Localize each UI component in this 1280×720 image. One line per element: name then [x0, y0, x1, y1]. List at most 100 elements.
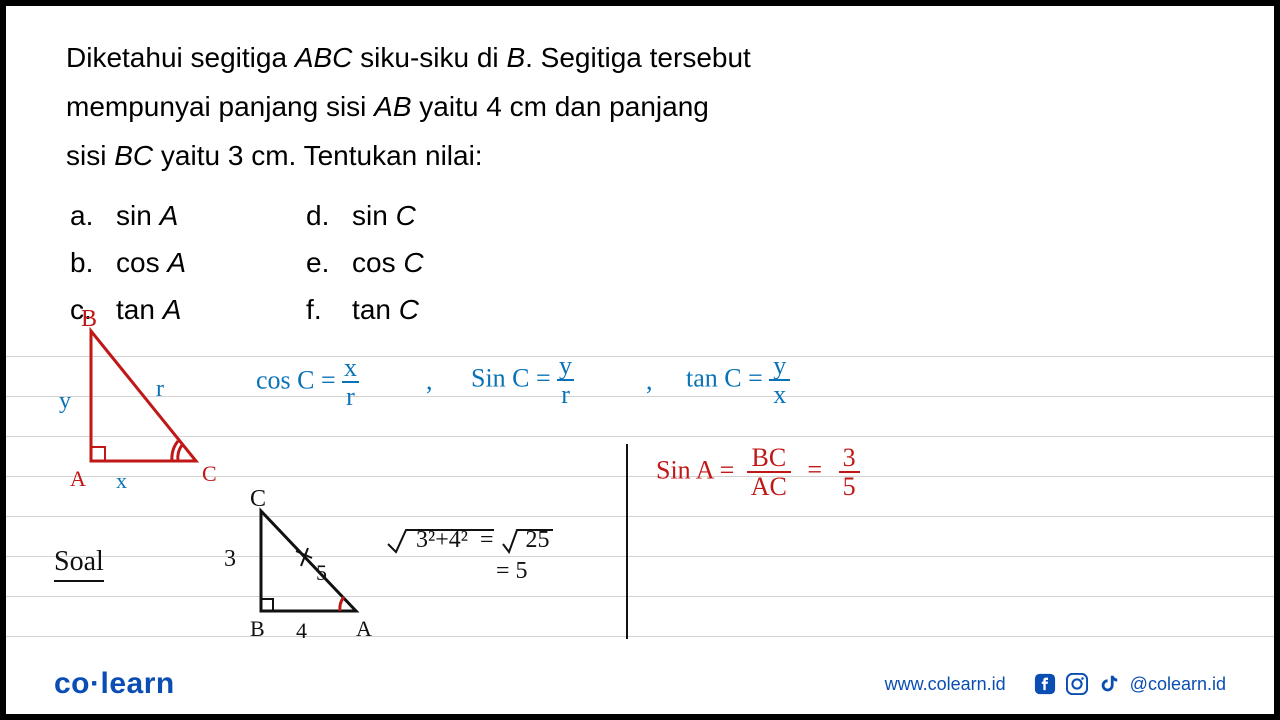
- text: sisi: [66, 140, 114, 171]
- text-italic: C: [396, 200, 416, 231]
- footer-bar: co·learn www.colearn.id @colearn.id: [6, 654, 1274, 714]
- question-line-3: sisi BC yaitu 3 cm. Tentukan nilai:: [66, 134, 1214, 179]
- page: Diketahui segitiga ABC siku-siku di B. S…: [6, 6, 1274, 714]
- option-letter: b.: [70, 241, 92, 286]
- logo-part-1: co: [54, 667, 90, 700]
- text: . Segitiga tersebut: [525, 42, 751, 73]
- tiktok-icon: [1098, 673, 1120, 695]
- denominator: 5: [839, 471, 860, 500]
- text-italic: AB: [374, 91, 411, 122]
- formula-sinC: Sin C = y r: [471, 352, 574, 409]
- triangle2-label-A: A: [356, 616, 372, 642]
- facebook-icon: [1034, 673, 1056, 695]
- option-text: cos A: [116, 241, 186, 286]
- sinA-label: Sin A =: [656, 455, 734, 484]
- logo-part-2: learn: [101, 667, 175, 700]
- text-italic: ABC: [295, 42, 353, 73]
- triangle2-side-4: 4: [296, 618, 307, 644]
- sqrt-expression: 3²+4² = 25: [386, 526, 663, 556]
- fraction: x r: [342, 354, 359, 411]
- numerator: y: [773, 352, 786, 379]
- triangle-2: [236, 496, 376, 636]
- text: tan: [352, 294, 399, 325]
- text: mempunyai panjang sisi: [66, 91, 374, 122]
- sqrt-25: 25: [525, 527, 549, 553]
- comma: ,: [426, 366, 433, 396]
- text: sin: [116, 200, 160, 231]
- text-italic: A: [167, 247, 186, 278]
- ruled-line: [6, 516, 1274, 517]
- text-italic: C: [403, 247, 423, 278]
- social-icons: @colearn.id: [1034, 673, 1226, 695]
- option-letter: d.: [306, 194, 328, 239]
- ruled-line: [6, 556, 1274, 557]
- text-italic: BC: [114, 140, 153, 171]
- numerator: 3: [843, 444, 856, 471]
- footer-right: www.colearn.id @colearn.id: [885, 673, 1226, 695]
- formula-cosC: cos C = x r: [256, 354, 359, 411]
- formula-label: cos C =: [256, 365, 336, 394]
- fraction: 3 5: [839, 444, 860, 501]
- triangle1-side-y: y: [59, 388, 71, 415]
- equals: =: [807, 455, 822, 484]
- formula-label: tan C =: [686, 363, 763, 392]
- equals: =: [480, 527, 494, 553]
- text: yaitu 3 cm. Tentukan nilai:: [153, 140, 482, 171]
- denominator: AC: [747, 471, 791, 500]
- divider-line: [626, 444, 628, 639]
- triangle2-side-3: 3: [224, 546, 236, 573]
- options-block: a.sin A b.cos A c.tan A d.sin C e.cos C …: [66, 194, 1214, 332]
- text: siku-siku di: [352, 42, 506, 73]
- triangle1-label-B: B: [81, 306, 97, 333]
- brand-logo: co·learn: [54, 667, 175, 701]
- logo-dot: ·: [90, 667, 101, 700]
- option-d: d. sin C: [306, 194, 424, 239]
- instagram-icon: [1066, 673, 1088, 695]
- triangle2-label-B: B: [250, 616, 265, 642]
- text: cos: [352, 247, 403, 278]
- denominator: r: [342, 381, 359, 410]
- result-5: = 5: [496, 558, 528, 585]
- formula-sinA: Sin A = BC AC = 3 5: [656, 444, 860, 501]
- text: cos: [116, 247, 167, 278]
- text: sin: [352, 200, 396, 231]
- question-line-2: mempunyai panjang sisi AB yaitu 4 cm dan…: [66, 85, 1214, 130]
- option-letter: a.: [70, 194, 92, 239]
- option-text: sin A: [116, 194, 178, 239]
- footer-url: www.colearn.id: [885, 674, 1006, 695]
- question-line-1: Diketahui segitiga ABC siku-siku di B. S…: [66, 36, 1214, 81]
- option-e: e. cos C: [306, 241, 424, 286]
- soal-label: Soal: [54, 546, 104, 582]
- option-a: a. sin A: [70, 194, 186, 239]
- text: Diketahui segitiga: [66, 42, 295, 73]
- fraction: y r: [557, 352, 574, 409]
- denominator: x: [769, 379, 790, 408]
- triangle1-label-C: C: [202, 461, 217, 487]
- triangle2-label-C: C: [250, 486, 266, 513]
- fraction: BC AC: [747, 444, 791, 501]
- social-handle: @colearn.id: [1130, 674, 1226, 695]
- ruled-line: [6, 596, 1274, 597]
- comma: ,: [646, 366, 653, 396]
- text-italic: A: [160, 200, 179, 231]
- numerator: y: [559, 352, 572, 379]
- options-col-2: d.sin C e.cos C f.tan C: [306, 194, 424, 332]
- triangle-1: [66, 321, 216, 491]
- triangle1-side-r: r: [156, 376, 164, 403]
- option-text: cos C: [352, 241, 424, 286]
- soal-text: Soal: [54, 546, 104, 582]
- triangle1-label-A: A: [70, 466, 86, 492]
- denominator: r: [557, 379, 574, 408]
- option-text: sin C: [352, 194, 416, 239]
- text-italic: B: [506, 42, 525, 73]
- triangle1-side-x: x: [116, 468, 127, 494]
- formula-label: Sin C =: [471, 363, 551, 392]
- formula-tanC: tan C = y x: [686, 352, 790, 409]
- text: yaitu 4 cm dan panjang: [412, 91, 709, 122]
- ruled-line: [6, 636, 1274, 637]
- option-letter: e.: [306, 241, 328, 286]
- text-italic: C: [399, 294, 419, 325]
- triangle2-side-5: 5: [316, 560, 327, 586]
- option-b: b. cos A: [70, 241, 186, 286]
- sqrt-radicand: 3²+4²: [416, 527, 468, 553]
